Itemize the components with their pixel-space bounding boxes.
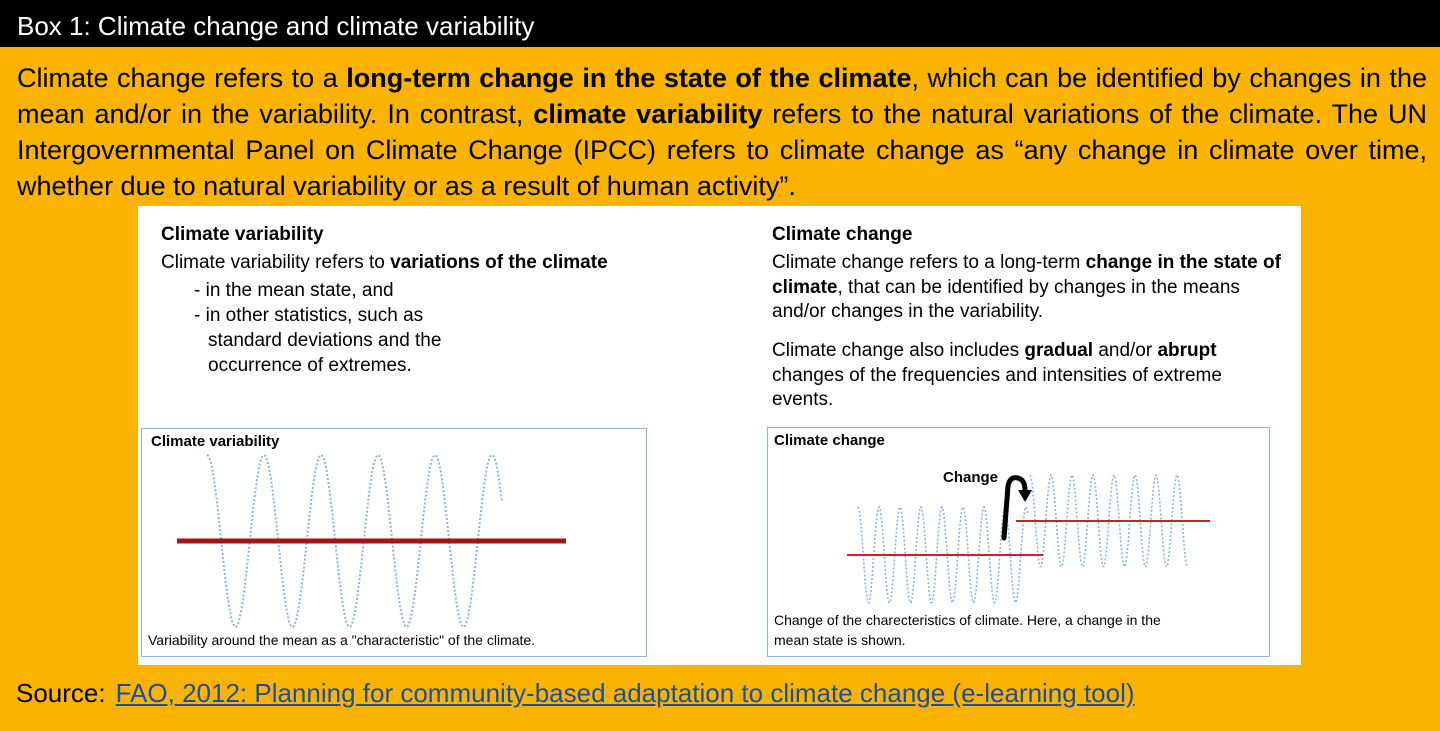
variability-wave-graphic xyxy=(177,453,566,628)
change-figure: Climate change Change Change of the char… xyxy=(767,427,1270,657)
variability-wave xyxy=(206,453,503,628)
intro-bold-2: climate variability xyxy=(533,99,763,129)
box-title-bar: Box 1: Climate change and climate variab… xyxy=(0,0,1440,47)
change-gradual-abrupt: Climate change also includes gradual and… xyxy=(772,339,1272,413)
variability-def-text: Climate variability refers to xyxy=(161,252,391,273)
bullet-other-stats-cont-1: standard deviations and the xyxy=(208,330,442,351)
intro-paragraph: Climate change refers to a long-term cha… xyxy=(17,60,1427,204)
variability-figure-title: Climate variability xyxy=(151,433,280,450)
change-def-text-2: , that can be identified by changes in t… xyxy=(772,276,1240,323)
change-p2-text-1: Climate change also includes xyxy=(772,340,1025,361)
bullet-other-stats: - in other statistics, such as xyxy=(194,305,424,326)
change-definition: Climate change refers to a long-term cha… xyxy=(772,251,1297,325)
change-figure-caption-line-2: mean state is shown. xyxy=(774,632,906,648)
change-figure-title: Climate change xyxy=(774,432,885,449)
variability-definition: Climate variability refers to variations… xyxy=(161,251,608,276)
bullet-other-stats-cont-2: occurrence of extremes. xyxy=(208,355,412,376)
variability-heading: Climate variability xyxy=(161,224,324,245)
change-p2-abrupt: abrupt xyxy=(1157,340,1217,361)
change-p2-text-3: changes of the frequencies and intensiti… xyxy=(772,364,1222,411)
change-figure-caption-line-1: Change of the charecteristics of climate… xyxy=(774,612,1161,628)
source-link[interactable]: FAO, 2012: Planning for community-based … xyxy=(115,678,1135,708)
box-title: Box 1: Climate change and climate variab… xyxy=(17,11,535,41)
change-wave-graphic xyxy=(847,473,1210,604)
change-p2-gradual: gradual xyxy=(1024,340,1094,361)
source-line: Source: FAO, 2012: Planning for community… xyxy=(16,678,1135,709)
bullet-mean-state: - in the mean state, and xyxy=(194,280,394,301)
change-label: Change xyxy=(943,469,999,486)
variability-figure: Climate variability Variability around t… xyxy=(141,428,647,657)
variability-bullets: - in the mean state, and - in other stat… xyxy=(194,278,441,378)
variability-def-bold: variations of the climate xyxy=(390,252,608,273)
change-heading: Climate change xyxy=(772,224,913,245)
change-p2-text-2: and/or xyxy=(1093,340,1158,361)
intro-text-2: , which can be identified by changes in … xyxy=(17,63,1427,129)
change-def-bold: change in the state of climate xyxy=(772,252,1281,298)
intro-text-1: Climate change refers to a xyxy=(17,63,347,93)
change-def-text-1: Climate change refers to a long-term xyxy=(772,252,1086,273)
change-arrow-head-icon xyxy=(1018,490,1032,502)
change-wave-after xyxy=(1029,473,1188,568)
intro-bold-1: long-term change in the state of the cli… xyxy=(346,63,912,93)
change-arrow xyxy=(1001,475,1028,541)
change-wave-before xyxy=(857,505,1029,604)
variability-figure-caption: Variability around the mean as a "charac… xyxy=(148,632,536,648)
source-label: Source: xyxy=(16,678,106,708)
intro-text-3: refers to the natural variations of the … xyxy=(17,99,1427,201)
comparison-panel: Climate variability Climate variability … xyxy=(138,206,1301,665)
